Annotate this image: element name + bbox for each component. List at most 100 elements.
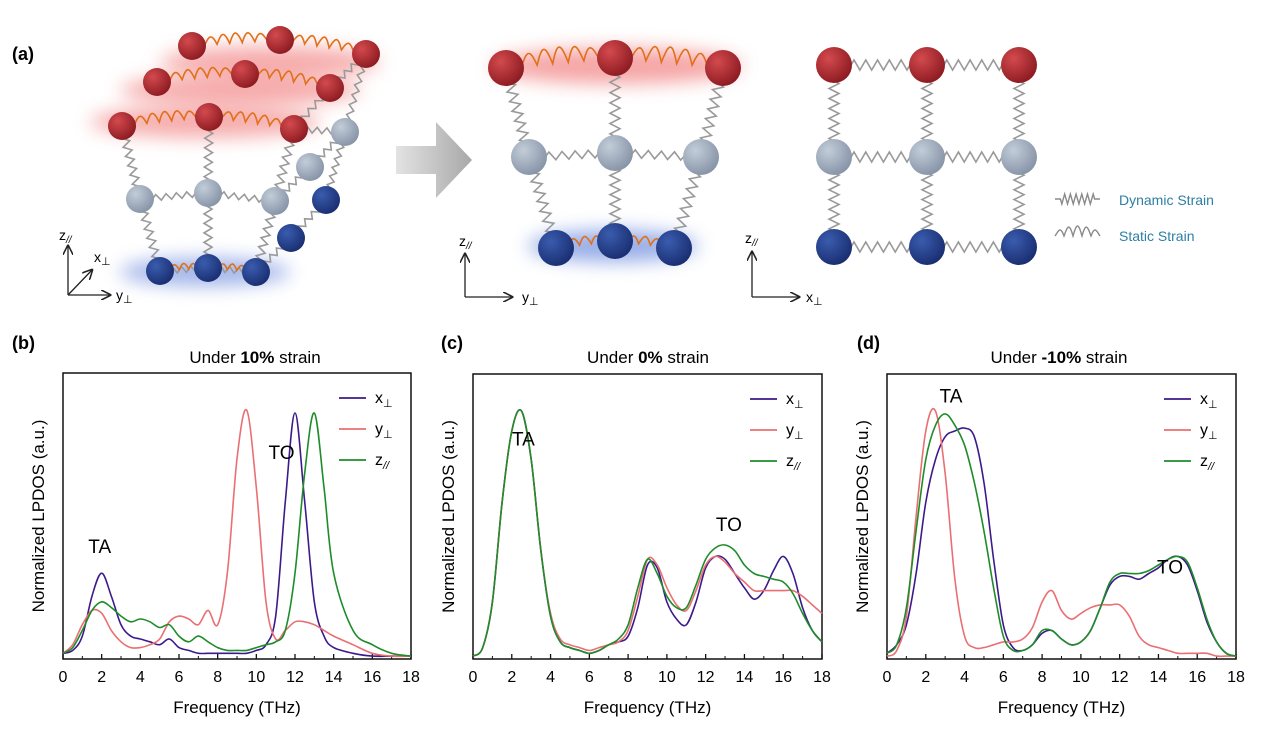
spring [1012,65,1026,157]
axis-z-sub: // [65,235,73,246]
axis-x-sub: ⊥ [813,296,823,308]
chart-title: Under 0% strain [587,348,709,367]
series-line-x⊥ [886,427,1237,657]
x-tick-label: 0 [883,669,892,686]
static-strain-wave [244,68,331,89]
axis-x-sub: ⊥ [101,256,111,268]
red-atom [316,74,344,102]
x-tick-label: 6 [999,669,1008,686]
x-tick-label: 8 [213,669,222,686]
chart-panel-c: (c) Under 0% strain 0 2 4 6 8 10 12 14 16 18 Frequen… [439,333,831,717]
spring [827,65,841,157]
static-strain-wave [156,66,246,83]
plot-frame [62,372,412,660]
blue-atom [277,224,305,252]
static-strain-icon [1054,225,1101,239]
x-tick-label: 12 [1111,669,1129,686]
red-atom [597,40,633,76]
x-tick-label: 8 [624,669,633,686]
series-line-y⊥ [886,407,1236,658]
legend-entry: y⊥ [786,422,804,442]
chart-panel-d: (d) Under -10% strain 0 2 4 6 8 10 12 14 16 18 Frequ… [853,333,1245,717]
x-tick-label: 6 [585,669,594,686]
legend-entry: x⊥ [375,390,393,410]
blue-atom [656,230,692,266]
series-line-x⊥ [62,412,411,658]
panel-label: (c) [441,333,463,353]
lpdos-charts: (b) Under 10% strain 0 2 4 6 8 10 12 14 16 18 Freque… [12,333,1245,717]
x-tick-label: 16 [774,669,792,686]
legend-entry: x⊥ [1200,391,1218,411]
red-atom [266,26,294,54]
panel-label: (d) [857,333,880,353]
red-atom [352,40,380,68]
red-glow [120,74,360,106]
x-axis-label: Frequency (THz) [173,698,301,717]
red-atom [195,103,223,131]
axis-y-sub: ⊥ [529,296,539,308]
peak-annotation: TO [716,515,742,536]
grey-atom [597,135,633,171]
red-atom [816,47,852,83]
blue-atom [312,186,340,214]
x-tick-label: 0 [59,669,68,686]
chart-title: Under -10% strain [990,348,1127,367]
y-axis-label: Normalized LPDOS (a.u.) [29,420,48,613]
axis-y-label: y [522,289,529,305]
x-tick-label: 12 [286,669,304,686]
red-atom [705,50,741,86]
axis-x-label: x [94,249,101,265]
svg-text:y⊥: y⊥ [522,289,539,308]
blue-atom [146,257,174,285]
legend-entry: x⊥ [786,391,804,411]
spring [920,65,934,157]
blue-atom [194,254,222,282]
blue-atom [1001,229,1037,265]
blue-atom [909,229,945,265]
grey-atom [683,139,719,175]
svg-text:y⊥: y⊥ [116,287,133,306]
static-strain-wave [279,34,367,55]
static-strain-wave [121,110,210,127]
dynamic-strain-icon [1055,191,1100,207]
strained-lattice-2d [488,40,742,266]
x-tick-label: 4 [136,669,145,686]
strained-lattice-3d [90,26,380,286]
y-axis-label: Normalized LPDOS (a.u.) [439,420,458,613]
red-atom [143,68,171,96]
series-line-z// [886,413,1237,657]
x-tick-label: 10 [1072,669,1090,686]
spring [608,58,622,153]
legend-static-strain: Static Strain [1119,228,1194,244]
static-strain-wave [614,45,724,69]
x-tick-label: 12 [697,669,715,686]
series-line-z// [62,412,412,657]
legend-entry: z// [1200,453,1215,473]
grey-atom [261,187,289,215]
svg-text:x⊥: x⊥ [94,249,111,268]
peak-annotation: TA [940,387,963,408]
grey-atom [816,139,852,175]
x-axis-label: Frequency (THz) [584,698,712,717]
panel-a-label: (a) [12,44,34,64]
x-tick-label: 16 [1188,669,1206,686]
grey-atom [511,139,547,175]
svg-text:z//: z// [745,230,759,249]
y-axis-label: Normalized LPDOS (a.u.) [853,420,872,613]
axes-right: z// x⊥ [745,230,823,308]
chart-title: Under 10% strain [189,348,320,367]
red-atom [280,115,308,143]
strain-legend: Dynamic Strain Static Strain [1054,191,1214,244]
grey-atom [194,179,222,207]
x-tick-label: 18 [1227,669,1245,686]
red-atom [231,60,259,88]
x-tick-label: 8 [1038,669,1047,686]
peak-annotation: TA [88,537,111,558]
x-tick-label: 14 [1150,669,1168,686]
legend-entry: z// [786,453,801,473]
axis-x-label: x [806,289,813,305]
x-tick-label: 16 [363,669,381,686]
legend-dynamic-strain: Dynamic Strain [1119,192,1214,208]
x-tick-label: 0 [469,669,478,686]
blue-atom [597,223,633,259]
